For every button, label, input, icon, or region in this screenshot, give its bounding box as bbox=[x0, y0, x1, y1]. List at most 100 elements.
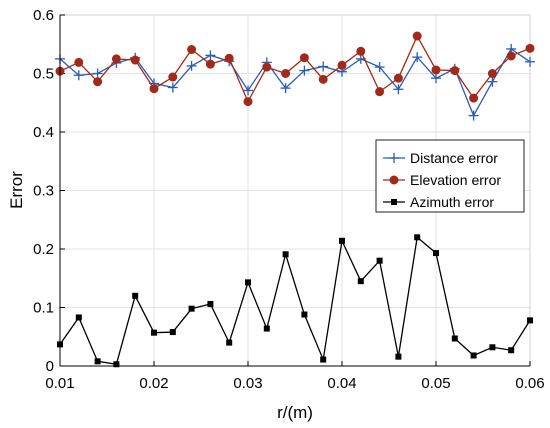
data-point bbox=[508, 347, 515, 354]
data-point bbox=[450, 66, 460, 76]
data-point bbox=[73, 70, 84, 81]
data-point bbox=[262, 62, 272, 72]
x-axis-ticks: 0.01 0.02 0.03 0.04 0.05 0.06 bbox=[45, 361, 545, 392]
series-line bbox=[59, 47, 531, 118]
legend-marker bbox=[391, 199, 397, 205]
data-point bbox=[487, 69, 497, 78]
data-point bbox=[187, 45, 197, 55]
data-point bbox=[339, 237, 345, 244]
data-point bbox=[74, 57, 84, 67]
data-point bbox=[301, 311, 308, 318]
x-tick-label: 0.04 bbox=[327, 375, 356, 392]
data-point bbox=[395, 353, 402, 360]
data-point bbox=[393, 73, 403, 83]
data-point bbox=[245, 279, 251, 286]
data-point bbox=[93, 77, 103, 87]
data-point bbox=[469, 93, 479, 103]
data-point bbox=[167, 82, 178, 93]
data-point bbox=[525, 43, 535, 53]
data-point bbox=[243, 85, 253, 96]
data-point bbox=[205, 59, 215, 69]
legend-entry: Distance error bbox=[383, 150, 498, 166]
y-tick-label: 0.4 bbox=[33, 124, 54, 141]
data-point bbox=[94, 358, 101, 365]
legend-marker bbox=[389, 153, 399, 163]
data-point bbox=[506, 51, 516, 61]
legend-label: Elevation error bbox=[410, 172, 501, 188]
data-point bbox=[356, 46, 366, 56]
series-elevation-error bbox=[55, 31, 535, 107]
y-tick-label: 0.5 bbox=[33, 66, 54, 83]
data-point bbox=[149, 84, 159, 94]
data-point bbox=[357, 278, 364, 285]
data-point bbox=[527, 317, 533, 324]
data-point bbox=[525, 56, 535, 67]
legend-entry: Elevation error bbox=[383, 172, 501, 188]
y-axis-label: Error bbox=[7, 171, 26, 209]
data-point bbox=[412, 52, 423, 63]
data-point bbox=[299, 65, 310, 76]
x-tick-label: 0.02 bbox=[139, 375, 168, 392]
data-point bbox=[282, 251, 289, 258]
legend-entry: Azimuth error bbox=[383, 194, 494, 210]
x-tick-label: 0.01 bbox=[45, 375, 74, 392]
data-point bbox=[111, 54, 121, 64]
legend-marker bbox=[389, 175, 399, 185]
data-point bbox=[337, 60, 347, 70]
series-line bbox=[59, 236, 531, 365]
data-point bbox=[431, 73, 441, 84]
data-point bbox=[75, 314, 82, 321]
data-point bbox=[414, 234, 421, 241]
data-point bbox=[168, 72, 178, 82]
series-group bbox=[55, 31, 535, 368]
data-point bbox=[375, 87, 385, 97]
y-tick-label: 0.1 bbox=[33, 300, 54, 317]
x-tick-label: 0.06 bbox=[515, 375, 544, 392]
data-point bbox=[374, 62, 385, 73]
y-tick-label: 0.6 bbox=[33, 7, 54, 24]
legend: Distance error Elevation error Azimuth err… bbox=[375, 139, 525, 213]
data-point bbox=[451, 335, 458, 342]
data-point bbox=[280, 83, 291, 94]
data-point bbox=[299, 53, 309, 63]
data-point bbox=[376, 257, 383, 264]
data-point bbox=[281, 69, 291, 78]
data-point bbox=[92, 68, 103, 79]
data-point bbox=[207, 300, 214, 307]
data-point bbox=[263, 325, 270, 332]
legend-label: Distance error bbox=[410, 150, 498, 166]
data-point bbox=[151, 329, 157, 336]
data-point bbox=[224, 53, 234, 63]
data-point bbox=[130, 55, 140, 65]
data-point bbox=[169, 329, 176, 336]
data-point bbox=[489, 344, 496, 351]
data-point bbox=[431, 65, 441, 75]
y-tick-label: 0.3 bbox=[33, 183, 54, 200]
data-point bbox=[320, 356, 327, 363]
series-azimuth-error bbox=[57, 234, 533, 368]
data-point bbox=[132, 292, 139, 299]
y-axis-ticks: 0 0.1 0.2 0.3 0.4 0.5 0.6 bbox=[33, 7, 65, 375]
x-tick-label: 0.05 bbox=[421, 375, 450, 392]
data-point bbox=[468, 110, 479, 121]
data-point bbox=[226, 339, 233, 346]
data-point bbox=[412, 31, 422, 41]
data-point bbox=[186, 60, 197, 71]
x-axis-label: r/(m) bbox=[277, 403, 313, 422]
data-point bbox=[318, 61, 329, 72]
data-point bbox=[318, 74, 328, 84]
y-tick-label: 0.2 bbox=[33, 241, 54, 258]
data-point bbox=[487, 76, 498, 87]
legend-label: Azimuth error bbox=[410, 194, 494, 210]
data-point bbox=[188, 305, 195, 312]
data-point bbox=[393, 84, 404, 95]
data-point bbox=[205, 50, 216, 61]
data-point bbox=[243, 97, 253, 107]
y-tick-label: 0 bbox=[46, 358, 54, 375]
data-point bbox=[470, 352, 477, 359]
data-point bbox=[113, 361, 120, 368]
x-tick-label: 0.03 bbox=[233, 375, 262, 392]
legend-box bbox=[375, 139, 525, 213]
data-point bbox=[433, 250, 439, 257]
